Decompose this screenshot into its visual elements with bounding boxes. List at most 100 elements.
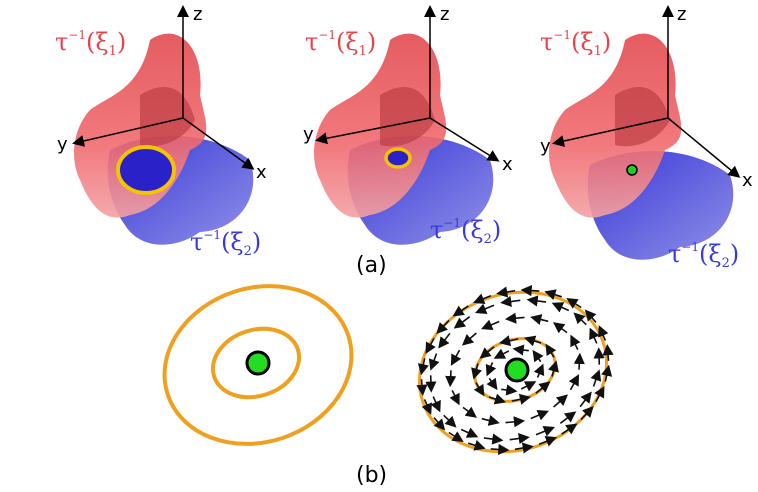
center-point (245, 350, 271, 376)
flow-arrow (598, 325, 609, 341)
flow-arrow (445, 370, 457, 388)
intersection-region (118, 147, 174, 193)
flow-arrow (486, 377, 498, 391)
flow-arrow (580, 406, 594, 421)
flow-arrow (496, 286, 516, 298)
flow-arrow (417, 358, 429, 376)
red-surface-shadow (615, 87, 670, 147)
flow-arrow (584, 309, 597, 323)
flow-arrow (481, 319, 500, 330)
outer-contour (417, 290, 609, 454)
flow-arrow (511, 393, 531, 405)
center-point (504, 357, 530, 383)
flow-arrow (450, 349, 462, 366)
outer-contour (162, 284, 354, 446)
flow-arrow (553, 394, 569, 408)
flow-arrow (438, 332, 451, 349)
x-axis (182, 117, 255, 170)
flow-arrow (449, 390, 460, 406)
tau-xi2-label: τ−1(ξ2) (190, 228, 261, 259)
flow-arrow (523, 335, 542, 347)
flow-arrow (481, 415, 500, 426)
tau-xi1-label: τ−1(ξ1) (305, 28, 376, 59)
flow-arrow (416, 379, 428, 396)
flow-arrow (520, 381, 537, 392)
flow-arrow (471, 363, 482, 380)
flow-arrow (448, 431, 464, 443)
tau-xi1-label: τ−1(ξ1) (55, 28, 126, 59)
intersection-point (626, 164, 638, 176)
flow-arrow (544, 289, 563, 301)
flow-arrow (561, 423, 578, 435)
intersection-ring (116, 145, 176, 195)
flow-arrow (467, 439, 486, 451)
flow-arrow (490, 443, 510, 456)
flow-arrow (551, 302, 570, 313)
flow-arrow (428, 353, 440, 371)
flow-arrow (499, 335, 519, 347)
y-axis (552, 117, 669, 147)
flow-arrow (568, 374, 580, 391)
flow-arrow (443, 414, 457, 428)
inner-contour (210, 326, 302, 400)
flow-arrow (589, 327, 600, 344)
flow-arrow (566, 297, 582, 309)
flow-arrow (573, 312, 587, 326)
flow-arrow (530, 410, 549, 421)
flow-arrow (594, 385, 605, 403)
flow-arrow (590, 369, 602, 387)
flow-arrow (500, 295, 521, 308)
flow-arrow (453, 316, 471, 329)
flow-arrow (505, 416, 526, 428)
flow-arrow (601, 364, 613, 382)
flow-arrow (485, 362, 497, 377)
x-label: x (256, 162, 267, 183)
flow-arrow (452, 305, 469, 317)
flow-arrow (548, 360, 559, 377)
scene-point: z y x τ−1(ξ1) τ−1(ξ2) (540, 4, 753, 271)
flow-arrow (425, 337, 436, 355)
flow-arrow (462, 406, 477, 418)
intersection-region (386, 149, 410, 167)
flow-arrow (559, 411, 577, 424)
tau-xi1-label: τ−1(ξ1) (540, 28, 611, 59)
caption-b: (b) (356, 463, 387, 488)
flow-arrow (520, 284, 540, 297)
flow-arrow (532, 349, 544, 363)
flow-arrow (460, 427, 479, 438)
flow-arrow (526, 295, 547, 307)
flow-arrow (461, 332, 477, 346)
flow-arrow (436, 319, 450, 334)
flow-arrow (573, 352, 585, 370)
x-axis (667, 117, 741, 178)
flow-arrow (421, 399, 432, 415)
tau-xi2-label: τ−1(ξ2) (430, 216, 501, 247)
flow-arrow (570, 334, 581, 350)
red-surface-shadow (140, 87, 195, 147)
flow-plot (416, 284, 614, 456)
contour-plot (162, 284, 354, 446)
flow-arrow (433, 417, 446, 431)
intersection-ring (384, 147, 412, 169)
y-axis (315, 117, 431, 145)
caption-a: (a) (356, 253, 387, 278)
red-surface-shadow (380, 87, 435, 147)
flow-arrow (512, 344, 529, 356)
flow-arrow (493, 348, 510, 359)
flow-field (416, 284, 614, 456)
y-label: y (57, 134, 68, 155)
flow-arrow (475, 303, 495, 314)
flow-arrow (538, 436, 558, 447)
flow-arrow (553, 322, 568, 334)
x-axis (429, 117, 500, 162)
scene-small-ring: z y x τ−1(ξ1) τ−1(ξ2) (303, 4, 513, 247)
flow-arrow (483, 433, 504, 445)
flow-arrow (535, 426, 555, 437)
flow-arrow (488, 393, 507, 405)
scene-large-ring: z y x τ−1(ξ1) τ−1(ξ2) (55, 4, 267, 259)
flow-arrow (530, 314, 549, 325)
flow-arrow (514, 442, 534, 454)
flow-arrow (472, 293, 492, 304)
flow-arrow (430, 396, 441, 413)
